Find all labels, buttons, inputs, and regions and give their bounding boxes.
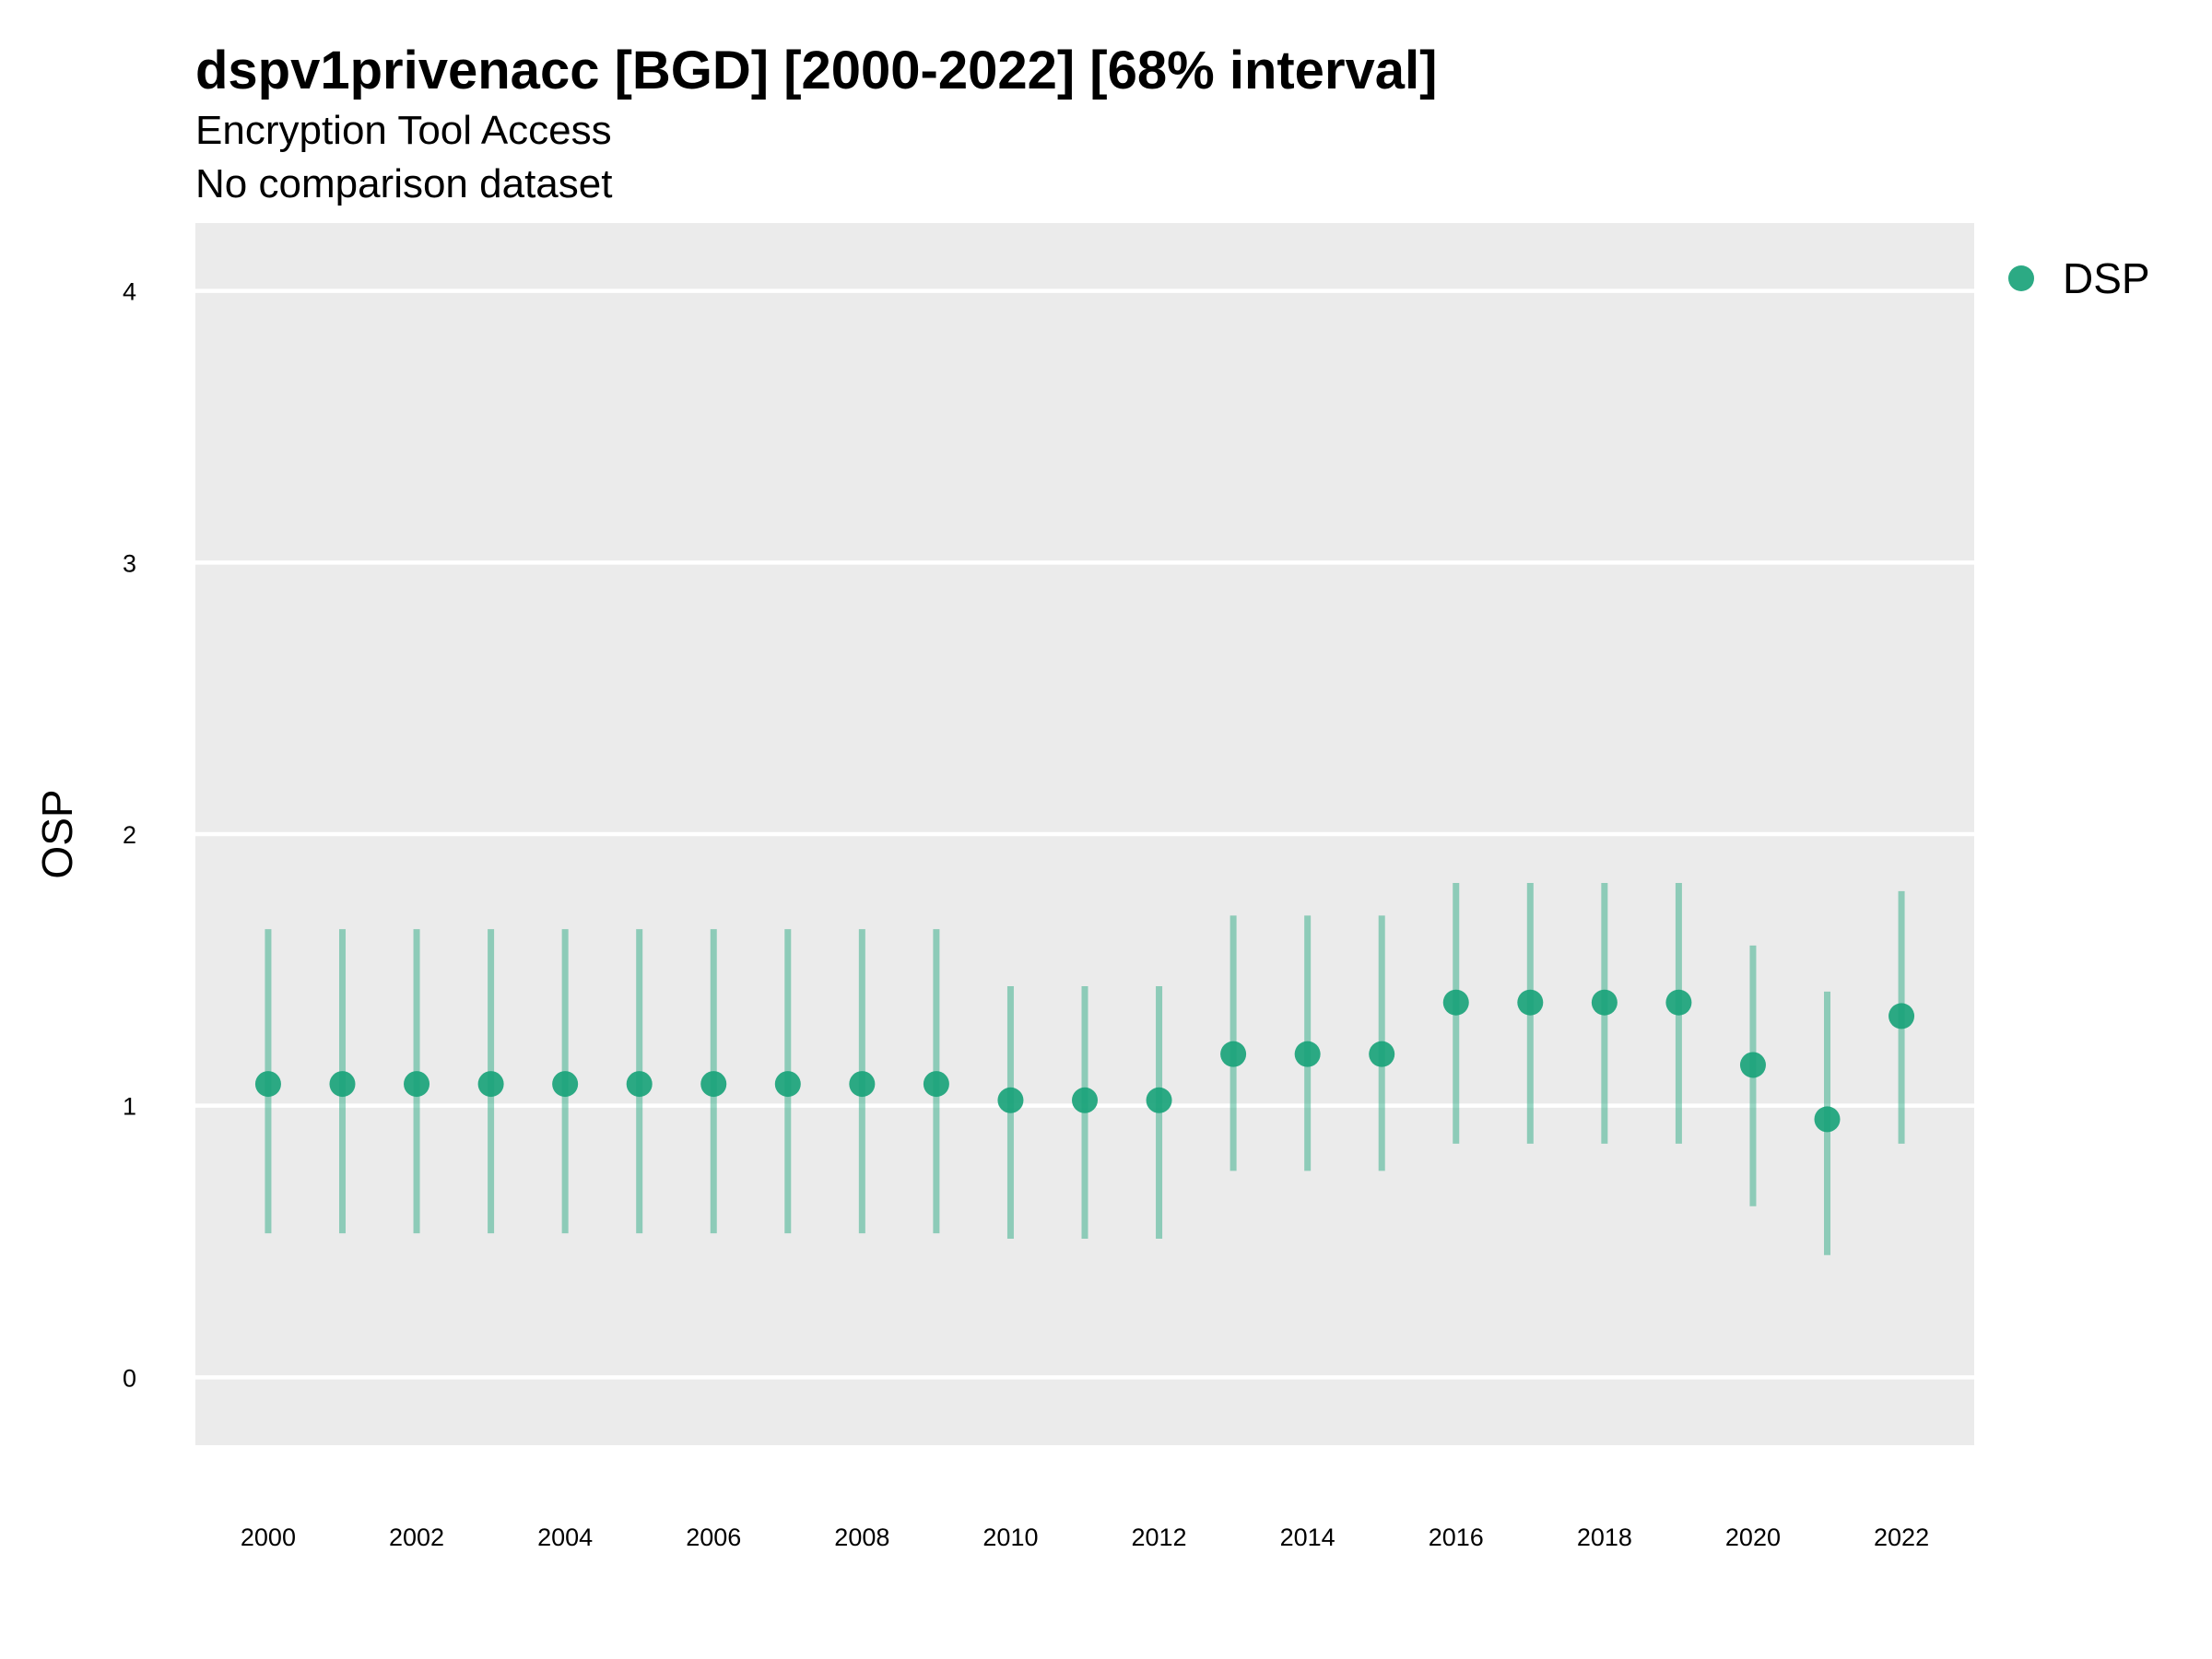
x-tick-label: 2004 — [537, 1524, 593, 1551]
x-tick-label: 2020 — [1725, 1524, 1781, 1551]
data-point — [1442, 989, 1469, 1016]
data-point — [626, 1071, 653, 1098]
x-tick-label: 2002 — [389, 1524, 444, 1551]
data-point — [1294, 1041, 1321, 1067]
x-tick-label: 2016 — [1429, 1524, 1484, 1551]
data-points — [254, 989, 1915, 1133]
y-tick-label: 3 — [123, 549, 136, 577]
data-point — [1814, 1106, 1841, 1133]
data-point — [477, 1071, 504, 1098]
x-tick-label: 2010 — [982, 1524, 1038, 1551]
data-point — [254, 1071, 281, 1098]
x-tick-label: 2008 — [834, 1524, 889, 1551]
chart-subtitle-2: No comparison dataset — [195, 161, 612, 206]
data-point — [1369, 1041, 1395, 1067]
legend-label-dsp: DSP — [2063, 254, 2150, 302]
data-point — [1146, 1087, 1172, 1113]
x-tick-label: 2018 — [1577, 1524, 1632, 1551]
y-tick-label: 1 — [123, 1093, 136, 1121]
legend-marker-dsp — [2008, 265, 2034, 291]
data-point — [700, 1071, 727, 1098]
data-point — [1517, 989, 1544, 1016]
data-point — [1072, 1087, 1098, 1113]
data-point — [1739, 1052, 1766, 1078]
x-tick-labels: 2000 2002 2004 2006 2008 2010 2012 2014 2016 2018… — [241, 1524, 1929, 1551]
data-point — [849, 1071, 876, 1098]
x-tick-label: 2012 — [1132, 1524, 1187, 1551]
data-point — [1220, 1041, 1247, 1067]
y-tick-labels: 0 1 2 3 4 — [123, 278, 136, 1393]
data-point — [774, 1071, 801, 1098]
x-tick-label: 2014 — [1280, 1524, 1335, 1551]
y-tick-label: 2 — [123, 821, 136, 849]
data-point — [1591, 989, 1618, 1016]
chart-subtitle: Encryption Tool Access — [195, 108, 612, 153]
data-point — [552, 1071, 579, 1098]
data-point — [329, 1071, 356, 1098]
y-tick-label: 4 — [123, 278, 136, 306]
data-point — [404, 1071, 430, 1098]
y-axis-title: OSP — [33, 789, 81, 878]
data-point — [1665, 989, 1692, 1016]
data-point — [997, 1087, 1024, 1113]
legend: DSP — [2008, 254, 2150, 302]
x-tick-label: 2006 — [686, 1524, 741, 1551]
chart-title: dspv1privenacc [BGD] [2000-2022] [68% in… — [195, 41, 1437, 100]
data-point — [1888, 1003, 1915, 1030]
y-tick-label: 0 — [123, 1364, 136, 1392]
x-tick-label: 2022 — [1874, 1524, 1929, 1551]
x-tick-label: 2000 — [241, 1524, 296, 1551]
data-point — [923, 1071, 949, 1098]
